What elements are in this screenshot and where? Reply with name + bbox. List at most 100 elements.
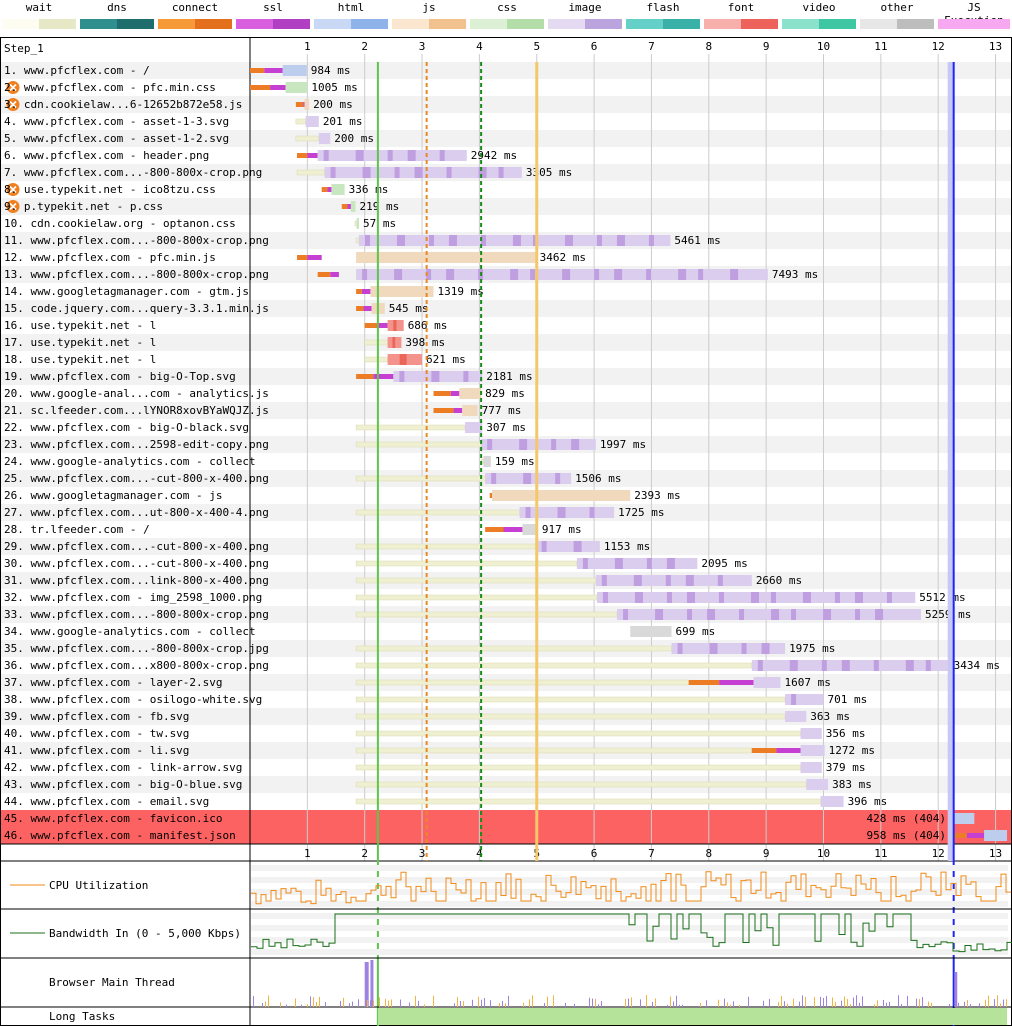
request-connect-bar xyxy=(751,748,777,753)
request-connect-bar xyxy=(688,680,720,685)
main-thread-tick xyxy=(628,998,629,1007)
request-chunk-mark xyxy=(687,609,693,620)
request-chunk-mark xyxy=(821,660,827,671)
request-chunk-mark xyxy=(646,558,652,569)
request-chunk-mark xyxy=(362,167,371,178)
request-label: 43. www.pfcflex.com - big-O-blue.svg xyxy=(4,778,242,791)
main-thread-tick xyxy=(1006,999,1007,1007)
request-label: 20. www.google-anal...com - analytics.js xyxy=(4,387,269,400)
request-chunk-mark xyxy=(873,660,879,671)
main-thread-tick xyxy=(673,1001,674,1007)
main-thread-tick xyxy=(922,997,923,1007)
request-ssl-bar xyxy=(307,153,318,158)
request-chunk-mark xyxy=(666,592,672,603)
cpu-gridband xyxy=(251,901,1009,907)
legend-item-js: js xyxy=(390,0,468,32)
request-label: 39. www.pfcflex.com - fb.svg xyxy=(4,710,189,723)
x-tick-label: 4 xyxy=(476,847,483,860)
request-ssl-bar xyxy=(377,323,388,328)
long-tasks-bar xyxy=(377,1008,1008,1025)
legend-label: image xyxy=(568,1,602,14)
main-thread-tick xyxy=(802,995,803,1007)
request-label: 38. www.pfcflex.com - osilogo-white.svg xyxy=(4,693,262,706)
request-chunk-mark xyxy=(392,337,396,348)
main-thread-tick xyxy=(379,997,380,1007)
request-chunk-mark xyxy=(480,235,486,246)
request-ssl-bar xyxy=(453,408,463,413)
x-tick-label: 7 xyxy=(648,847,655,860)
request-row-background xyxy=(0,147,1012,164)
main-thread-tick xyxy=(919,999,920,1007)
request-label: 23. www.pfcflex.com...2598-edit-copy.png xyxy=(4,438,269,451)
request-time-label: 1725 ms xyxy=(618,506,664,519)
request-chunk-mark xyxy=(487,439,493,450)
request-label: 12. www.pfcflex.com - pfc.min.js xyxy=(4,251,216,264)
x-tick-label: 1 xyxy=(304,40,311,53)
request-time-label: 829 ms xyxy=(485,387,525,400)
request-chunk-mark xyxy=(602,592,608,603)
render-blocking-icon-cross xyxy=(9,185,17,194)
request-wait-bar xyxy=(355,781,807,788)
request-chunk-mark xyxy=(686,592,695,603)
request-label: 32. www.pfcflex.com - img_2598_1000.png xyxy=(4,591,262,604)
request-chunk-mark xyxy=(463,371,469,382)
request-chunk-mark xyxy=(905,660,914,671)
request-label: 22. www.pfcflex.com - big-O-black.svg xyxy=(4,421,249,434)
request-time-label: 428 ms (404) xyxy=(867,812,946,825)
request-chunk-mark xyxy=(589,507,595,518)
request-download-bar xyxy=(304,99,310,110)
main-thread-tick xyxy=(700,1003,701,1007)
request-label: 9. p.typekit.net - p.css xyxy=(4,200,163,213)
request-ssl-bar xyxy=(373,374,394,379)
request-label: 42. www.pfcflex.com - link-arrow.svg xyxy=(4,761,242,774)
request-ssl-bar xyxy=(719,680,754,685)
main-thread-tick xyxy=(262,1003,263,1007)
main-thread-tick xyxy=(592,998,593,1007)
legend-swatch xyxy=(782,19,856,29)
request-chunk-mark xyxy=(446,167,452,178)
request-chunk-mark xyxy=(498,167,504,178)
request-chunk-mark xyxy=(841,660,850,671)
x-tick-label: 1 xyxy=(304,847,311,860)
main-thread-tick xyxy=(307,1004,308,1007)
render-blocking-icon-cross xyxy=(9,100,17,109)
request-chunk-mark xyxy=(614,558,623,569)
request-download-bar xyxy=(949,813,975,824)
request-label: 17. use.typekit.net - l xyxy=(4,336,156,349)
main-thread-layout-spike xyxy=(370,960,374,1007)
request-label: 45. www.pfcflex.com - favicon.ico xyxy=(4,812,223,825)
request-download-bar xyxy=(519,507,615,518)
main-thread-tick xyxy=(862,996,863,1007)
main-thread-tick xyxy=(601,1000,602,1007)
request-ssl-bar xyxy=(776,748,801,753)
request-row-background xyxy=(0,317,1012,334)
request-chunk-mark xyxy=(573,541,582,552)
request-chunk-mark xyxy=(834,592,840,603)
request-label: 6. www.pfcflex.com - header.png xyxy=(4,149,209,162)
request-download-bar xyxy=(753,677,781,688)
request-time-label: 5461 ms xyxy=(674,234,720,247)
request-time-label: 219 ms xyxy=(360,200,400,213)
main-thread-tick xyxy=(727,1002,728,1007)
legend-label: video xyxy=(802,1,836,14)
request-chunk-mark xyxy=(717,575,723,586)
request-connect-bar xyxy=(433,408,454,413)
main-thread-tick xyxy=(595,998,596,1007)
cpu-gridband xyxy=(251,865,1009,871)
request-download-bar xyxy=(324,167,522,178)
request-chunk-mark xyxy=(399,371,405,382)
main-thread-tick xyxy=(763,1000,764,1007)
request-ssl-bar xyxy=(330,272,339,277)
request-chunk-mark xyxy=(491,473,497,484)
request-label: 44. www.pfcflex.com - email.svg xyxy=(4,795,209,808)
request-download-bar xyxy=(984,830,1008,841)
request-chunk-mark xyxy=(396,235,405,246)
legend-swatch xyxy=(80,19,154,29)
main-thread-tick xyxy=(460,1001,461,1007)
request-time-label: 383 ms xyxy=(832,778,872,791)
main-thread-tick xyxy=(859,1002,860,1007)
request-download-bar xyxy=(535,541,600,552)
main-thread-tick xyxy=(964,1001,965,1007)
request-wait-bar xyxy=(355,543,536,550)
main-thread-tick xyxy=(997,995,998,1007)
